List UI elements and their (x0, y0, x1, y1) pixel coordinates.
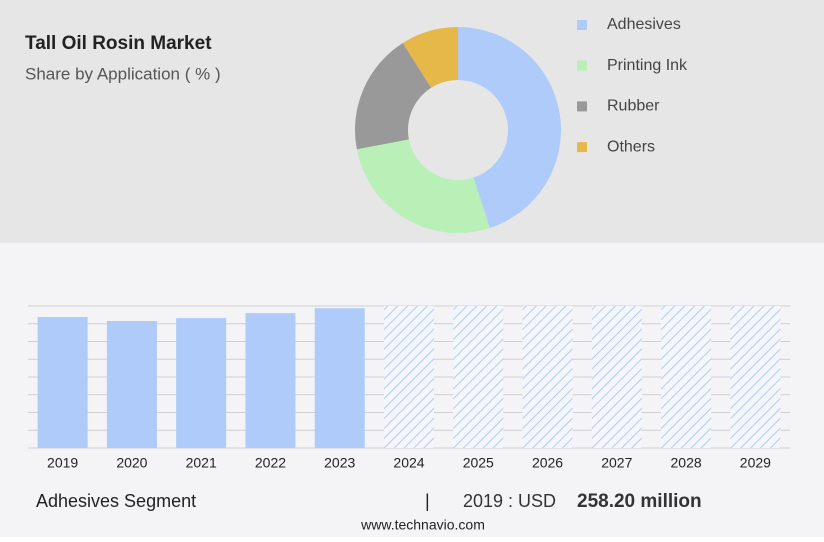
forecast-placeholder (453, 306, 504, 448)
bar (106, 321, 157, 448)
forecast-placeholder (591, 306, 642, 448)
pie-slice (355, 43, 432, 150)
legend-label: Others (607, 138, 655, 155)
x-tick-label: 2029 (740, 455, 771, 471)
x-tick-label: 2023 (324, 455, 355, 471)
chart-title: Tall Oil Rosin Market (25, 33, 212, 54)
x-tick-label: 2025 (463, 455, 494, 471)
legend-label: Printing Ink (607, 57, 688, 74)
x-tick-label: 2019 (47, 455, 78, 471)
x-tick-label: 2022 (255, 455, 286, 471)
forecast-placeholder (730, 306, 781, 448)
x-tick-label: 2020 (116, 455, 147, 471)
legend-swatch (577, 101, 587, 112)
legend-swatch (577, 20, 587, 30)
pie-slice (356, 139, 490, 233)
pie-slice (402, 27, 458, 88)
bar (176, 318, 227, 448)
legend-label: Adhesives (607, 16, 681, 33)
segment-label: Adhesives Segment (36, 491, 196, 511)
forecast-placeholder (522, 306, 573, 448)
bar (245, 313, 296, 448)
x-tick-label: 2027 (601, 455, 632, 471)
legend-swatch (577, 142, 587, 153)
pie-slice (458, 27, 561, 228)
forecast-placeholder (661, 306, 712, 448)
legend-label: Rubber (607, 98, 660, 115)
bar (314, 308, 365, 448)
x-tick-label: 2024 (393, 455, 424, 471)
chart-subtitle: Share by Application ( % ) (25, 64, 221, 83)
separator: | (425, 491, 430, 511)
x-tick-label: 2021 (186, 455, 217, 471)
x-tick-label: 2026 (532, 455, 563, 471)
forecast-placeholder (384, 306, 434, 448)
x-tick-label: 2028 (671, 455, 702, 471)
highlight-prefix: 2019 : USD (463, 491, 556, 511)
source: www.technavio.com (360, 517, 485, 533)
legend-swatch (577, 60, 587, 71)
highlight-value: 258.20 million (577, 491, 702, 512)
bar (37, 317, 88, 448)
